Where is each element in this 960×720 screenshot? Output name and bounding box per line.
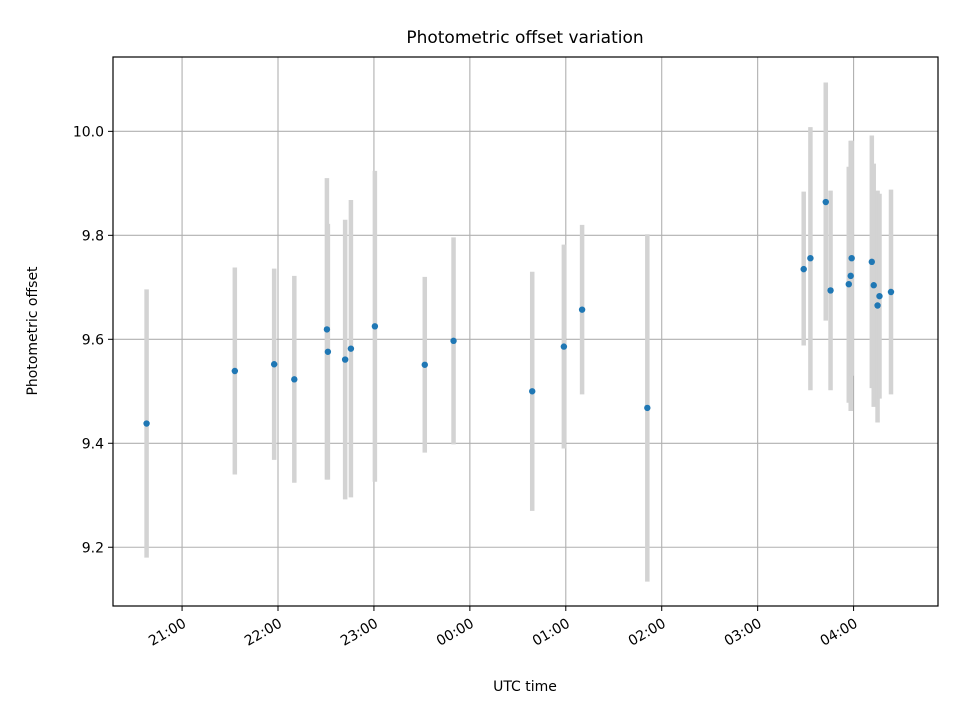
y-tick-label: 9.8 [82,228,104,244]
data-point [560,343,568,350]
y-tick-label: 9.6 [82,332,104,348]
data-point [874,302,881,309]
data-point [143,420,150,427]
data-point [270,361,278,368]
data-point [231,367,239,375]
x-tick-label: 01:00 [530,616,573,650]
data-point [800,265,807,273]
y-tick-label: 10.0 [73,124,104,140]
data-point [529,388,536,395]
y-axis-label: Photometric offset [25,266,41,396]
data-point [578,306,586,313]
data-point [421,361,428,368]
data-point [845,280,852,288]
data-point [822,198,829,206]
data-point [341,356,349,363]
x-tick-label: 22:00 [242,616,285,650]
data-points [143,198,895,427]
data-point [876,292,883,300]
data-point [807,254,814,262]
x-axis: 21:00 22:00 23:00 00:00 01:00 02:00 03:00 04:00 [146,606,861,650]
data-point [347,345,355,352]
x-tick-label: 03:00 [722,616,765,650]
x-tick-label: 21:00 [146,616,189,650]
plot-frame [112,56,939,607]
data-point [450,337,457,345]
data-point [324,348,332,355]
data-point [644,404,651,412]
data-point [870,282,877,289]
data-point [847,272,854,280]
data-point [827,287,834,294]
y-tick-label: 9.4 [82,436,104,452]
chart-title: Photometric offset variation [406,28,643,48]
x-tick-label: 02:00 [626,616,669,650]
data-point [371,323,379,330]
data-point [323,326,331,333]
y-axis: 9.2 9.4 9.6 9.8 10.0 [73,124,113,556]
x-tick-label: 00:00 [434,616,477,650]
data-point [887,288,895,296]
x-tick-label: 23:00 [338,616,381,650]
x-tick-label: 04:00 [818,616,861,650]
error-bars [144,82,894,582]
data-point [848,254,855,262]
data-point [868,258,876,266]
y-tick-label: 9.2 [82,540,104,556]
x-axis-label: UTC time [493,679,557,695]
data-point [291,376,298,383]
